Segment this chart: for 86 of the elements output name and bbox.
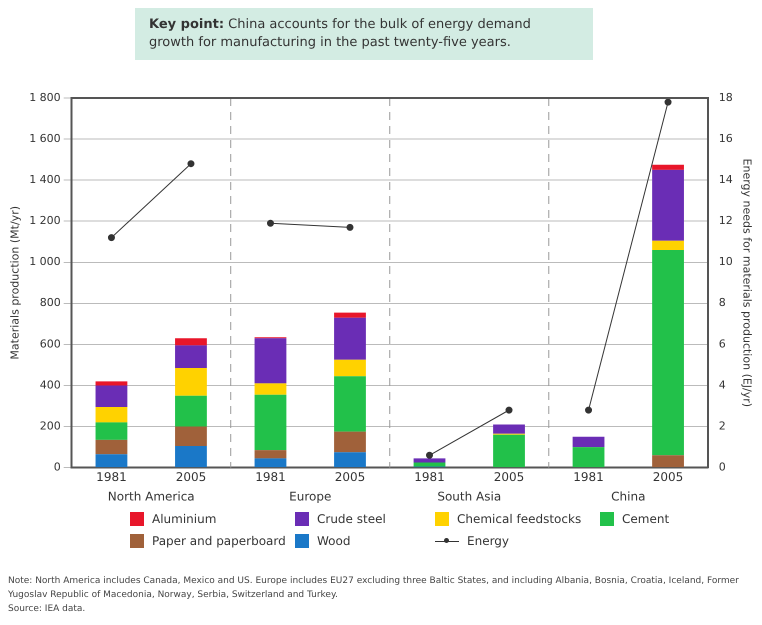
- y-tick-label: 600: [40, 337, 61, 350]
- bar: [96, 440, 128, 454]
- x-tick-label: 2005: [334, 470, 366, 484]
- bar: [175, 426, 207, 446]
- bar: [652, 240, 684, 250]
- y-tick-label: 200: [40, 419, 61, 432]
- point: [108, 234, 115, 242]
- text: Note: North America includes Canada, Mexico and US. Europe includes EU27 excluding three Baltic States, and including Albania, Bosnia, Croatia, Iceland, Former Yugoslav Republic of Macedonia, Norway, Serbia, Switzerland and Turkey.: [8, 575, 740, 602]
- bar: [175, 345, 207, 368]
- x-tick-label: 2005: [176, 470, 206, 484]
- bar: [96, 454, 128, 468]
- bar: [175, 396, 207, 427]
- y2-tick-label: 8: [718, 296, 726, 310]
- bar: [254, 383, 286, 395]
- bar: [493, 434, 525, 468]
- y2-tick-label: 10: [718, 255, 733, 268]
- bar: [572, 447, 604, 468]
- text: North America: [108, 490, 195, 504]
- text: South Asia: [437, 490, 502, 504]
- bar: [254, 338, 286, 384]
- y-tick-label: 400: [40, 378, 61, 392]
- bar: [254, 458, 286, 468]
- point: [506, 406, 513, 414]
- bar: [175, 338, 207, 346]
- bar: [572, 436, 604, 448]
- legend-label: Paper and paperboard: [152, 534, 286, 548]
- legend-label: Aluminium: [152, 512, 216, 526]
- bar: [175, 446, 207, 468]
- y2-tick-label: 16: [718, 132, 733, 145]
- bar: [414, 458, 446, 462]
- point: [664, 98, 672, 106]
- x-tick-label: 1981: [573, 470, 604, 484]
- legend-label: Crude steel: [317, 512, 386, 526]
- chart-title: Key point: China accounts for the bulk of energy demand growth for manufacturing in the past twenty-five years.: [135, 8, 593, 60]
- legend-label: Wood: [317, 534, 350, 548]
- point: [585, 406, 592, 414]
- text: Europe: [289, 490, 332, 504]
- x-tick-label: 1981: [414, 470, 445, 484]
- y-tick-label: 1 200: [29, 214, 61, 228]
- y2-axis-title: Energy needs for materials production (EJ/yr): [740, 158, 754, 408]
- bar: [652, 164, 684, 170]
- bar: [254, 450, 286, 458]
- y2-tick-label: 4: [718, 378, 726, 392]
- bar: [175, 368, 207, 396]
- bar: [493, 424, 525, 434]
- x-tick-label: 2005: [494, 470, 524, 484]
- y2-tick-label: 0: [718, 460, 726, 474]
- y-tick-label: 1 000: [29, 255, 61, 268]
- y-tick-label: 0: [54, 460, 61, 474]
- bar: [334, 432, 366, 452]
- text: China: [611, 490, 646, 504]
- bar: [96, 407, 128, 422]
- x-tick-label: 1981: [96, 470, 127, 484]
- y-tick-label: 1 400: [29, 172, 61, 186]
- point: [426, 452, 434, 459]
- bar: [334, 452, 366, 468]
- bar: [96, 385, 128, 408]
- bar: [652, 170, 684, 241]
- bar: [334, 360, 366, 376]
- bar: [334, 376, 366, 432]
- y2-tick-label: 6: [718, 337, 726, 350]
- y-axis-title: Materials production (Mt/yr): [8, 206, 22, 360]
- legend-label: Energy: [467, 534, 510, 548]
- legend-label: Cement: [622, 512, 670, 526]
- y-tick-label: 1 800: [29, 90, 61, 104]
- bar: [96, 422, 128, 440]
- bar: [96, 381, 128, 386]
- y-tick-label: 1 600: [29, 132, 61, 145]
- point: [187, 160, 194, 168]
- y-tick-label: 800: [40, 296, 61, 310]
- x-tick-label: 2005: [652, 470, 684, 484]
- y2-tick-label: 12: [718, 214, 733, 228]
- source-note: Source: IEA data.: [8, 603, 86, 616]
- bar: [652, 250, 684, 456]
- bar: [652, 455, 684, 468]
- point: [346, 224, 354, 231]
- y2-tick-label: 14: [718, 172, 733, 186]
- bar: [414, 462, 446, 467]
- bar: [334, 318, 366, 360]
- y2-tick-label: 18: [718, 90, 733, 104]
- legend-label: Chemical feedstocks: [457, 512, 582, 526]
- y2-tick-label: 2: [718, 419, 726, 432]
- x-tick-label: 1981: [255, 470, 286, 484]
- bar: [254, 394, 286, 450]
- point: [266, 220, 274, 227]
- bar: [334, 312, 366, 318]
